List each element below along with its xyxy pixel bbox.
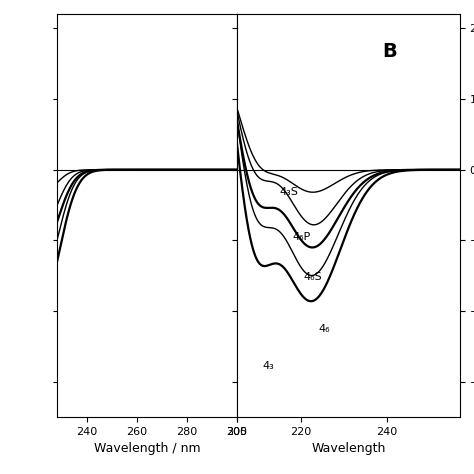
X-axis label: Wavelength: Wavelength	[311, 442, 385, 456]
Text: 4₃: 4₃	[263, 361, 274, 371]
X-axis label: Wavelength / nm: Wavelength / nm	[93, 442, 200, 456]
Text: 4₃S: 4₃S	[280, 187, 299, 197]
Text: 4₆S: 4₆S	[303, 272, 322, 282]
Text: 4₆: 4₆	[319, 324, 330, 334]
Text: 4₆P: 4₆P	[292, 232, 311, 242]
Text: B: B	[382, 43, 397, 62]
